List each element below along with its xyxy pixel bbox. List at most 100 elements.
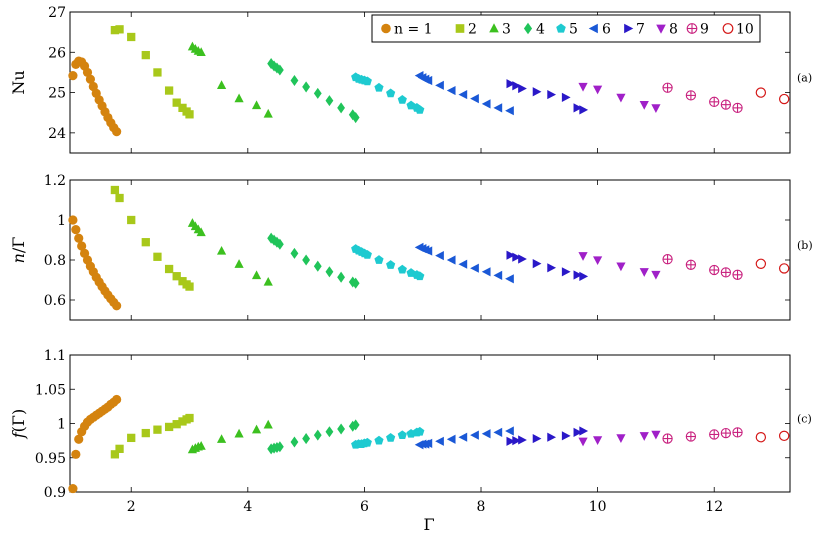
data-point-shape [506, 250, 516, 260]
series-n-4 [267, 419, 360, 455]
data-point [127, 215, 136, 225]
data-point-shape [397, 264, 407, 274]
data-point-shape [185, 413, 194, 423]
legend-marker-2-shape [455, 24, 465, 33]
data-point-shape [423, 438, 433, 448]
data-point [481, 267, 491, 277]
data-point [732, 427, 743, 438]
data-point-shape [153, 252, 162, 261]
data-point-shape [505, 274, 514, 284]
data-point-shape [362, 76, 372, 86]
x-tick-label: 8 [477, 499, 486, 515]
data-point-shape [518, 83, 527, 94]
data-point-shape [755, 87, 767, 98]
data-point [153, 252, 162, 261]
data-point-shape [481, 267, 491, 277]
legend-label-8: 8 [669, 22, 678, 38]
data-point [386, 433, 396, 442]
data-point [185, 413, 194, 423]
data-point-shape [325, 95, 334, 107]
series-n-10 [755, 430, 790, 443]
legend-marker-5 [556, 23, 566, 33]
data-point [362, 437, 372, 447]
data-point-shape [290, 74, 299, 87]
series-n-1 [68, 215, 122, 311]
data-point [313, 260, 322, 272]
data-point-shape [639, 100, 649, 110]
data-point [325, 426, 334, 438]
data-point-shape [112, 394, 122, 405]
data-point [153, 68, 162, 77]
data-point-shape [362, 437, 372, 447]
data-point [435, 80, 444, 90]
data-point [172, 420, 181, 429]
data-point-shape [374, 435, 384, 445]
y-tick-label: 0.8 [44, 253, 66, 269]
data-point-shape [270, 60, 278, 72]
data-point-shape [127, 32, 136, 42]
data-point [446, 434, 456, 444]
y-tick-label: 25 [48, 86, 66, 102]
data-point [470, 263, 479, 273]
data-point-shape [313, 87, 322, 99]
data-point [547, 89, 557, 100]
data-point [196, 441, 206, 450]
data-point-shape [263, 108, 273, 118]
data-point-shape [532, 87, 542, 97]
data-point-shape [386, 88, 396, 98]
series-n-9 [662, 254, 743, 280]
series-n-10 [755, 258, 790, 274]
series-n-6 [414, 242, 514, 284]
data-point [616, 93, 626, 103]
data-point-shape [141, 238, 150, 247]
data-point-shape [216, 80, 227, 89]
data-point-shape [164, 264, 174, 274]
data-point-shape [71, 225, 81, 235]
data-point-shape [267, 58, 276, 70]
data-point [267, 232, 276, 244]
data-point [141, 50, 150, 60]
panel-tag: (c) [797, 413, 812, 426]
data-point [720, 99, 732, 110]
y-axis-label: n/Γ [9, 237, 28, 264]
data-point [446, 255, 456, 265]
data-point [164, 86, 174, 95]
data-point [302, 433, 311, 445]
data-point [778, 93, 790, 105]
data-point-shape [185, 282, 194, 291]
data-point-shape [374, 255, 384, 264]
legend-marker-2 [455, 24, 465, 33]
legend-label-1: n = 1 [394, 22, 433, 38]
data-point [164, 422, 174, 432]
data-point [290, 436, 299, 448]
data-point-shape [506, 436, 516, 446]
data-point [518, 254, 527, 264]
data-point [325, 95, 334, 107]
series-n-9 [662, 82, 743, 114]
data-point-shape [251, 424, 262, 434]
series-n-5 [351, 244, 425, 281]
data-point [71, 225, 81, 235]
data-point [273, 62, 281, 74]
data-point [423, 75, 433, 86]
data-point-shape [74, 233, 84, 243]
data-point [290, 74, 299, 87]
data-point [662, 254, 673, 265]
data-point-shape [267, 232, 276, 244]
y-tick-label: 1 [57, 213, 66, 229]
data-point [493, 103, 503, 113]
data-point-shape [74, 434, 84, 444]
data-point [561, 431, 571, 441]
series-n-5 [351, 426, 425, 449]
data-point [362, 249, 372, 259]
data-point-shape [337, 423, 346, 435]
legend-marker-4-shape [523, 22, 533, 35]
data-point-shape [374, 82, 384, 92]
data-point-shape [458, 259, 468, 269]
series-n-1 [68, 56, 122, 137]
data-point-shape [423, 246, 433, 256]
data-point-shape [518, 435, 527, 445]
data-point-shape [493, 270, 503, 280]
data-point [112, 301, 122, 311]
